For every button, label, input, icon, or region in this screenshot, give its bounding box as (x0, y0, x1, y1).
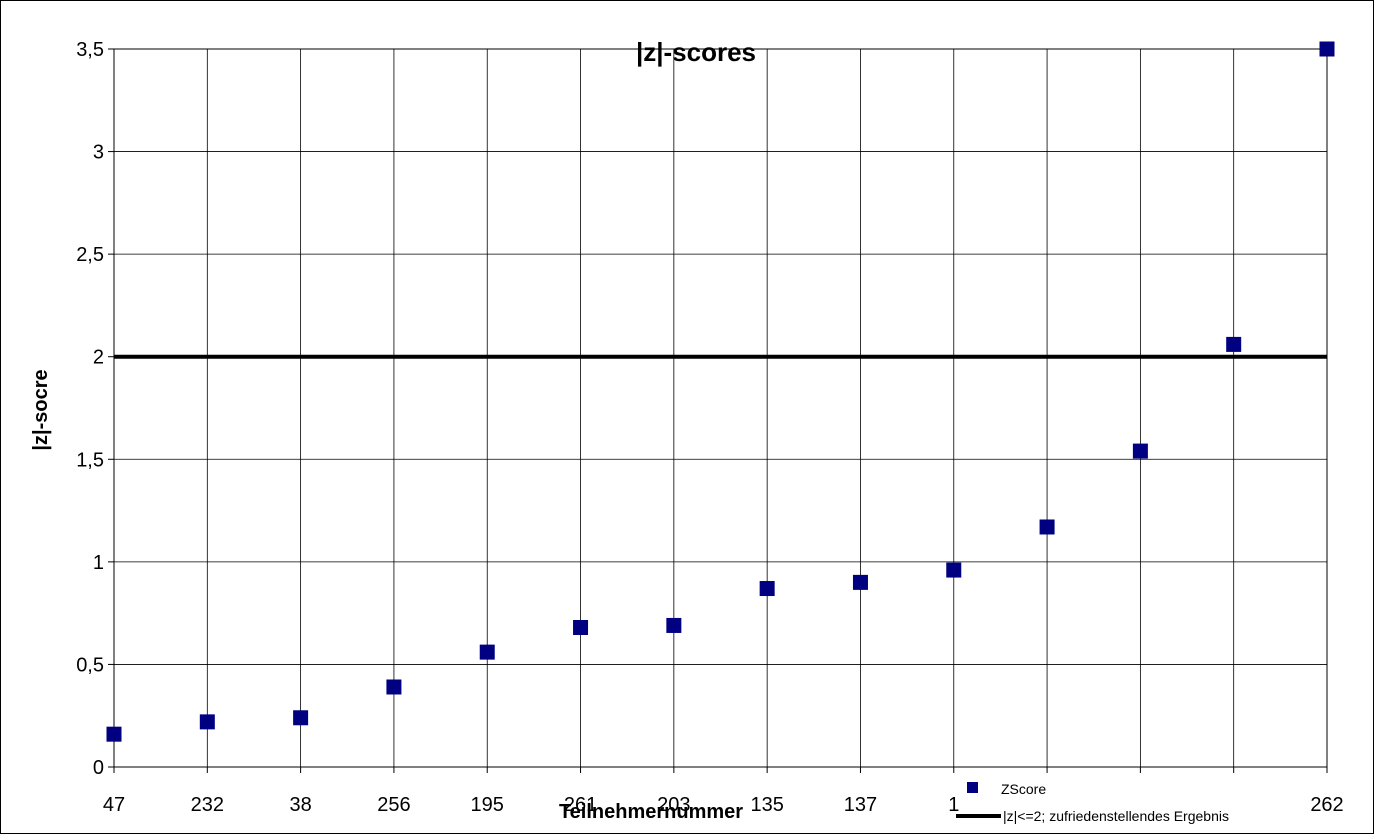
x-tick-label: 232 (191, 794, 224, 816)
data-point-zscore (852, 574, 868, 590)
x-axis-ticks: 47 232 38 256 195 261 203 135 137 1 262 (103, 794, 1344, 816)
x-tick-label: 262 (1310, 794, 1343, 816)
x-tick-label: 256 (377, 794, 410, 816)
y-tick-label: 1,5 (76, 449, 104, 471)
x-tick-label: 137 (844, 794, 877, 816)
data-point-zscore (106, 726, 122, 742)
x-tick-label: 38 (289, 794, 311, 816)
data-point-zscore (666, 617, 682, 633)
data-points (106, 41, 1335, 742)
legend: ZScore |z|<=2; zufriedenstellendes Ergeb… (956, 781, 1229, 824)
x-axis-title: Teilnehmernummer (559, 801, 743, 823)
y-axis-title: |z|-socre (30, 369, 52, 450)
y-tick-label: 2 (93, 347, 104, 369)
data-point-zscore (1132, 443, 1148, 459)
plot-area-frame (113, 48, 1328, 768)
x-tick-label: 195 (471, 794, 504, 816)
data-point-zscore (759, 581, 775, 597)
data-point-zscore (479, 644, 495, 660)
data-point-zscore (1226, 336, 1242, 352)
data-point-zscore (199, 714, 215, 730)
y-tick-label: 3,5 (76, 39, 104, 61)
legend-label-reference: |z|<=2; zufriedenstellendes Ergebnis (1003, 808, 1229, 824)
y-tick-label: 1 (93, 552, 104, 574)
y-axis-ticks: 0 0,5 1 1,5 2 2,5 3 3,5 (76, 39, 104, 779)
data-point-zscore (386, 679, 402, 695)
legend-label-zscore: ZScore (1001, 781, 1046, 797)
data-point-zscore (1319, 41, 1335, 57)
data-point-zscore (573, 620, 589, 636)
y-tick-label: 0 (93, 757, 104, 779)
chart-title: |z|-scores (636, 37, 756, 67)
x-tick-label: 1 (948, 794, 959, 816)
y-tick-label: 3 (93, 142, 104, 164)
legend-marker-zscore (967, 782, 978, 793)
y-tick-label: 0,5 (76, 654, 104, 676)
grid (108, 48, 1328, 773)
y-tick-label: 2,5 (76, 244, 104, 266)
data-point-zscore (1039, 519, 1055, 535)
x-tick-label: 261 (564, 794, 597, 816)
data-point-zscore (293, 710, 309, 726)
data-point-zscore (946, 562, 962, 578)
x-tick-label: 47 (103, 794, 125, 816)
x-tick-label: 203 (657, 794, 690, 816)
x-tick-label: 135 (750, 794, 783, 816)
